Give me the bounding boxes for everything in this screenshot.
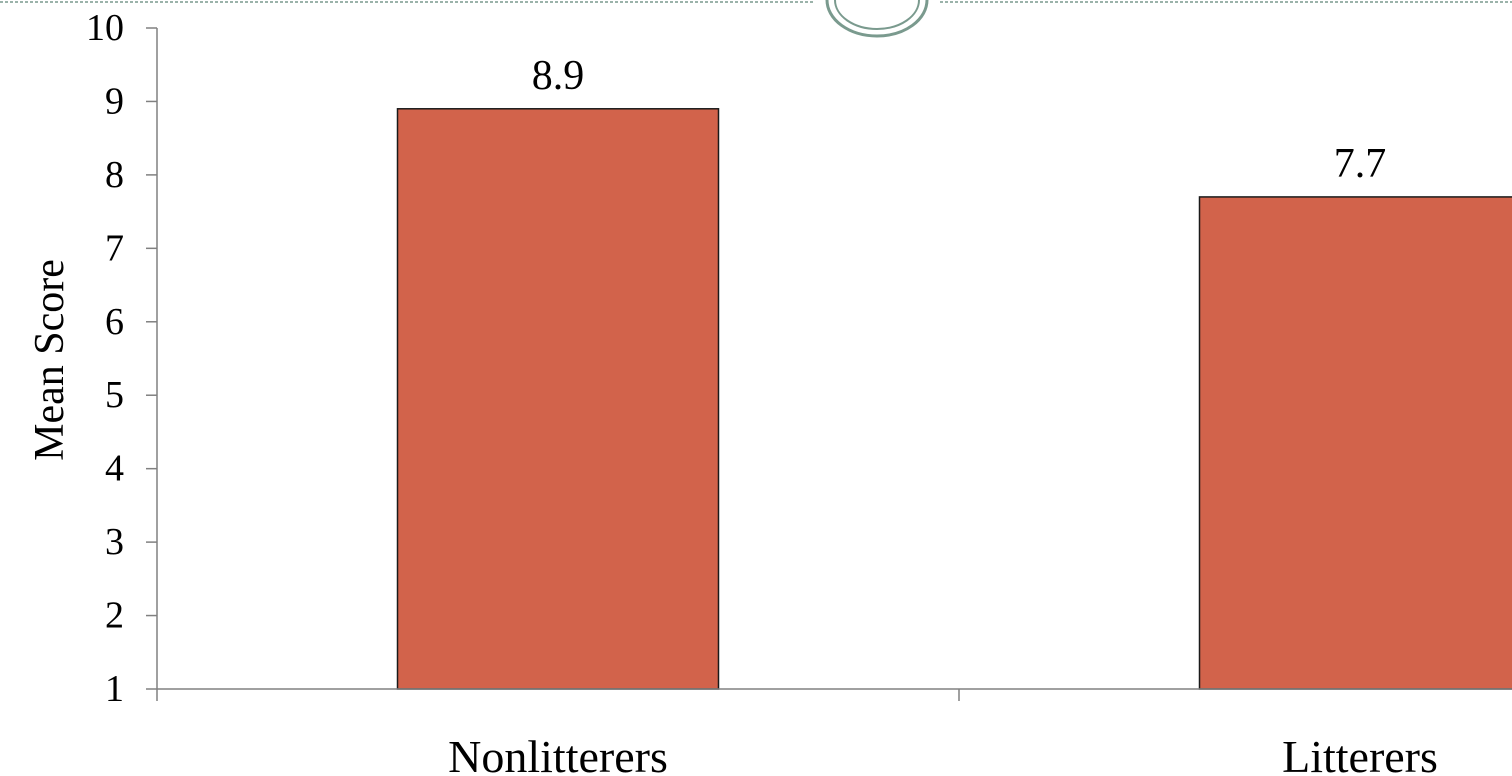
x-axis-category-labels: Nonlitterers Litterers — [448, 731, 1438, 776]
y-tick-label: 10 — [86, 7, 124, 49]
y-tick-label: 4 — [105, 448, 124, 490]
data-label-litterers: 7.7 — [1334, 141, 1387, 187]
bar-nonlitterers — [396, 108, 720, 690]
y-tick-label: 5 — [105, 374, 124, 416]
y-tick-label: 3 — [105, 521, 124, 563]
y-tick-label: 2 — [105, 595, 124, 637]
category-label-litterers: Litterers — [1282, 731, 1438, 776]
y-axis-tick-labels: 1 2 3 4 5 6 7 8 9 10 — [86, 7, 124, 710]
bars — [396, 108, 1512, 690]
data-labels: 8.9 7.7 — [532, 53, 1387, 187]
bar-litterers — [1198, 196, 1512, 690]
y-tick-label: 1 — [105, 668, 124, 710]
x-axis-ticks — [156, 689, 960, 701]
ornament-circle-inner — [834, 0, 920, 30]
y-tick-label: 6 — [105, 301, 124, 343]
y-axis-ticks — [146, 27, 157, 690]
ornament-circle-outer — [825, 0, 929, 38]
category-label-nonlitterers: Nonlitterers — [448, 731, 668, 776]
y-tick-label: 8 — [105, 154, 124, 196]
y-tick-label: 9 — [105, 80, 124, 122]
data-label-nonlitterers: 8.9 — [532, 53, 585, 99]
y-tick-label: 7 — [105, 227, 124, 269]
slide-decoration — [0, 0, 1512, 38]
y-axis-title: Mean Score — [27, 259, 73, 461]
